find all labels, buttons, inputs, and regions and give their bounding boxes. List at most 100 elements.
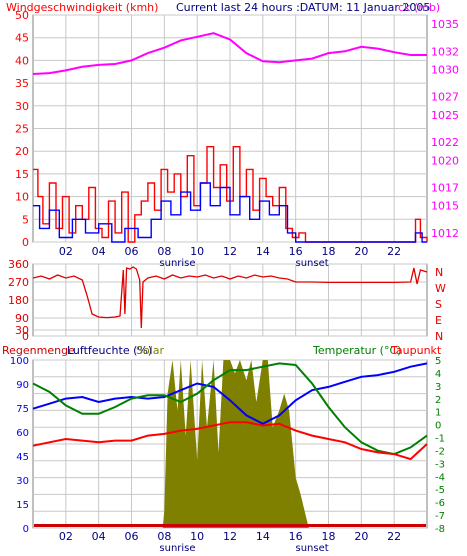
tick-label-humidity: 0 xyxy=(23,524,29,535)
compass-label: W xyxy=(435,282,446,295)
tick-label-temperature: 1 xyxy=(435,408,441,419)
tick-label-temperature: 0 xyxy=(435,421,441,432)
tick-label-hour: 06 xyxy=(125,245,139,258)
series-regenmenge xyxy=(34,524,426,527)
title-solar: Solar xyxy=(136,344,165,357)
title-wind-speed: Windgeschwindigkeit (kmh) xyxy=(6,1,158,14)
tick-label-temperature: 2 xyxy=(435,395,441,406)
tick-label-hour: 14 xyxy=(256,530,270,543)
sunrise-label: sunrise xyxy=(159,258,195,269)
tick-label-hour: 20 xyxy=(354,245,368,258)
tick-label-pressure: 1020 xyxy=(431,154,459,167)
tick-label-humidity: 30 xyxy=(16,476,29,487)
tick-label-hour: 12 xyxy=(223,530,237,543)
tick-label-temperature: 4 xyxy=(435,369,441,380)
tick-label-temperature: -2 xyxy=(435,446,445,457)
tick-label-direction: 360 xyxy=(8,258,29,271)
tick-label-hour: 02 xyxy=(59,245,73,258)
tick-label-hour: 08 xyxy=(157,530,171,543)
tick-label-pressure: 1015 xyxy=(431,200,459,213)
title-dewpoint: Taupunkt xyxy=(390,344,442,357)
tick-label-wind: 5 xyxy=(22,213,29,226)
tick-label-temperature: -6 xyxy=(435,498,445,509)
tick-label-wind: 35 xyxy=(15,77,29,90)
tick-label-hour: 14 xyxy=(256,245,270,258)
tick-label-temperature: -7 xyxy=(435,511,445,522)
title-temperature: Temperatur (°C) xyxy=(312,344,401,357)
tick-label-humidity: 75 xyxy=(16,404,29,415)
series-luftdruck xyxy=(32,32,427,75)
tick-label-hour: 16 xyxy=(289,530,303,543)
title-pressure: ck (mb) xyxy=(398,1,440,14)
tick-label-pressure: 1035 xyxy=(431,18,459,31)
tick-label-direction: 90 xyxy=(15,312,29,325)
tick-label-pressure: 1017 xyxy=(431,182,459,195)
tick-label-wind: 15 xyxy=(15,168,29,181)
tick-label-hour: 04 xyxy=(92,530,106,543)
tick-label-temperature: 3 xyxy=(435,382,441,393)
compass-label: S xyxy=(435,298,442,311)
series-solar xyxy=(33,360,427,528)
title-humidity: Luftfeuchte (%) xyxy=(67,344,152,357)
tick-label-hour: 22 xyxy=(387,530,401,543)
title-rain: Regenmenge xyxy=(2,344,75,357)
tick-label-wind: 25 xyxy=(15,123,29,136)
tick-label-direction: 30 xyxy=(15,324,29,337)
tick-label-wind: 50 xyxy=(15,9,29,22)
tick-label-hour: 08 xyxy=(157,245,171,258)
tick-label-hour: 10 xyxy=(190,245,204,258)
tick-label-temperature: -1 xyxy=(435,434,445,445)
series-layer xyxy=(32,32,428,528)
tick-label-pressure: 1030 xyxy=(431,63,459,76)
tick-label-pressure: 1012 xyxy=(431,227,459,240)
tick-label-direction: 0 xyxy=(22,330,29,343)
tick-label-direction: 270 xyxy=(8,276,29,289)
tick-label-wind: 10 xyxy=(15,191,29,204)
tick-label-direction: 180 xyxy=(8,294,29,307)
tick-label-hour: 06 xyxy=(125,530,139,543)
sunset-label: sunset xyxy=(295,258,328,269)
tick-label-hour: 02 xyxy=(59,530,73,543)
text-layer: Windgeschwindigkeit (kmh) Current last 2… xyxy=(2,1,459,554)
tick-label-pressure: 1027 xyxy=(431,91,459,104)
compass-label: N xyxy=(435,330,443,343)
tick-label-temperature: -3 xyxy=(435,459,445,470)
tick-label-hour: 22 xyxy=(387,245,401,258)
compass-label: N xyxy=(435,266,443,279)
tick-label-hour: 12 xyxy=(223,245,237,258)
tick-label-humidity: 45 xyxy=(16,452,29,463)
tick-label-pressure: 1025 xyxy=(431,109,459,122)
tick-label-pressure: 1032 xyxy=(431,45,459,58)
tick-label-temperature: -8 xyxy=(435,524,445,535)
compass-label: E xyxy=(435,314,442,327)
tick-label-temperature: -4 xyxy=(435,472,445,483)
tick-label-temperature: -5 xyxy=(435,485,445,496)
tick-label-hour: 20 xyxy=(354,530,368,543)
tick-label-hour: 04 xyxy=(92,245,106,258)
tick-label-pressure: 1022 xyxy=(431,136,459,149)
series-windrichtung xyxy=(32,266,428,329)
tick-label-hour: 18 xyxy=(322,530,336,543)
tick-label-wind: 30 xyxy=(15,100,29,113)
sunset-label: sunset xyxy=(295,543,328,551)
tick-label-wind: 40 xyxy=(15,54,29,67)
series-windmittel xyxy=(33,182,427,243)
tick-label-wind: 45 xyxy=(15,32,29,45)
series-luftfeuchte xyxy=(32,362,428,425)
tick-label-humidity: 100 xyxy=(10,356,29,367)
title-current-date: Current last 24 hours :DATUM: 11 Januar … xyxy=(176,1,430,14)
tick-label-wind: 20 xyxy=(15,145,29,158)
tick-label-humidity: 60 xyxy=(16,428,29,439)
tick-label-hour: 18 xyxy=(322,245,336,258)
tick-label-wind: 0 xyxy=(22,236,29,249)
tick-label-hour: 16 xyxy=(289,245,303,258)
tick-label-hour: 10 xyxy=(190,530,204,543)
tick-label-temperature: 5 xyxy=(435,356,441,367)
tick-label-humidity: 90 xyxy=(16,380,29,391)
series-taupunkt xyxy=(32,421,428,461)
sunrise-label: sunrise xyxy=(159,543,195,551)
series-temperatur xyxy=(32,362,428,456)
tick-label-humidity: 15 xyxy=(16,500,29,511)
